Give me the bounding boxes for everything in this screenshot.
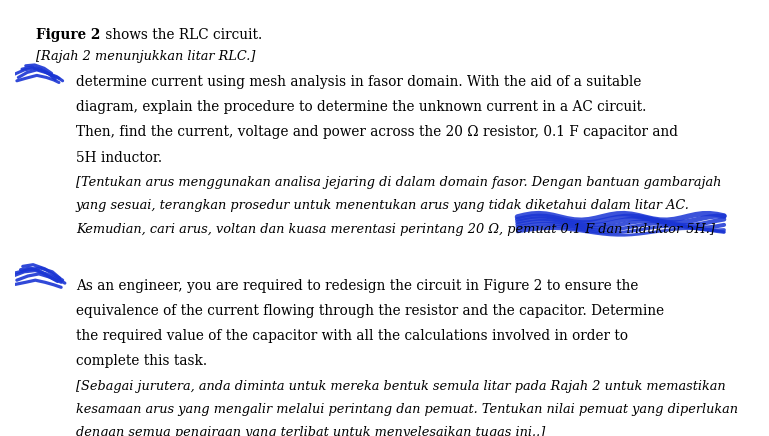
Text: diagram, explain the procedure to determine the unknown current in a AC circuit.: diagram, explain the procedure to determ… xyxy=(76,100,646,114)
Text: shows the RLC circuit.: shows the RLC circuit. xyxy=(101,27,262,41)
Text: [Sebagai jurutera, anda diminta untuk mereka bentuk semula litar pada Rajah 2 un: [Sebagai jurutera, anda diminta untuk me… xyxy=(76,380,725,393)
Text: yang sesuai, terangkan prosedur untuk menentukan arus yang tidak diketahui dalam: yang sesuai, terangkan prosedur untuk me… xyxy=(76,200,690,212)
Text: Kemudian, cari arus, voltan dan kuasa merentasi perintang 20 Ω, pemuat 0.1 F dan: Kemudian, cari arus, voltan dan kuasa me… xyxy=(76,223,715,236)
Text: kesamaan arus yang mengalir melalui perintang dan pemuat. Tentukan nilai pemuat : kesamaan arus yang mengalir melalui peri… xyxy=(76,403,738,416)
Text: Figure 2: Figure 2 xyxy=(36,27,101,41)
Text: complete this task.: complete this task. xyxy=(76,354,207,368)
Text: determine current using mesh analysis in fasor domain. With the aid of a suitabl: determine current using mesh analysis in… xyxy=(76,75,641,89)
Text: the required value of the capacitor with all the calculations involved in order : the required value of the capacitor with… xyxy=(76,329,628,343)
Text: 5H inductor.: 5H inductor. xyxy=(76,150,162,164)
Text: [Tentukan arus menggunakan analisa jejaring di dalam domain fasor. Dengan bantua: [Tentukan arus menggunakan analisa jejar… xyxy=(76,176,721,189)
Text: equivalence of the current flowing through the resistor and the capacitor. Deter: equivalence of the current flowing throu… xyxy=(76,304,664,318)
Text: As an engineer, you are required to redesign the circuit in Figure 2 to ensure t: As an engineer, you are required to rede… xyxy=(76,279,638,293)
Text: [Rajah 2 menunjukkan litar RLC.]: [Rajah 2 menunjukkan litar RLC.] xyxy=(36,50,255,63)
Text: dengan semua pengiraan yang terlibat untuk menyelesaikan tugas ini..]: dengan semua pengiraan yang terlibat unt… xyxy=(76,426,545,436)
Text: Then, find the current, voltage and power across the 20 Ω resistor, 0.1 F capaci: Then, find the current, voltage and powe… xyxy=(76,126,678,140)
